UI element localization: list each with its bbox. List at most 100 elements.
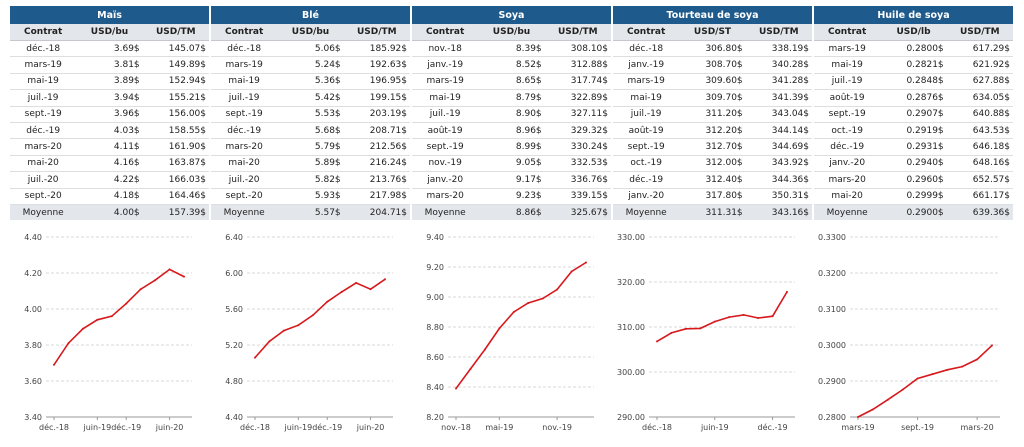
price-cell: 8.52$ [478, 56, 545, 74]
y-tick-label: 4.20 [24, 269, 42, 278]
table-row: oct.-19 0.2919$ 643.53$ [814, 122, 1013, 140]
column-header: Contrat [412, 24, 479, 41]
contract-cell: déc.-18 [613, 40, 680, 58]
panel-title: Blé [211, 6, 410, 24]
x-tick-label: juin-19 [284, 423, 313, 432]
data-point [857, 416, 859, 418]
data-point [916, 377, 919, 380]
price-cell: 155.21$ [142, 89, 209, 107]
x-tick-label: déc.-19 [111, 422, 141, 432]
table-row: déc.-18 5.06$ 185.92$ [211, 40, 410, 58]
contract-cell: janv.-19 [613, 56, 680, 74]
contract-cell: sept.-19 [10, 106, 77, 123]
contract-cell: mai-19 [211, 73, 278, 91]
price-table-mais: Maïs Contrat USD/bu USD/TM déc.-18 3.69$ 1… [10, 6, 209, 221]
contract-cell: mai-19 [814, 56, 881, 74]
price-cell: 3.81$ [76, 56, 143, 74]
contract-cell: déc.-19 [613, 171, 680, 189]
x-tick-label: déc.-19 [758, 422, 788, 432]
data-point [570, 270, 573, 273]
y-tick-label: 0.3100 [818, 305, 846, 314]
data-point [656, 340, 658, 343]
price-cell: 5.06$ [277, 40, 344, 58]
price-cell: 3.89$ [76, 73, 143, 91]
price-cell: 5.42$ [277, 89, 344, 107]
panel-title: Huile de soya [814, 6, 1013, 24]
data-point [384, 278, 386, 281]
panel-huile-de-soya: Huile de soya Contrat USD/lb USD/TM mars… [814, 6, 1013, 221]
table-row: janv.-20 9.17$ 336.76$ [412, 171, 611, 189]
price-cell: 4.22$ [76, 171, 143, 189]
table-row: déc.-18 306.80$ 338.19$ [613, 40, 812, 58]
contract-cell: janv.-19 [412, 56, 479, 74]
y-tick-label: 290.00 [617, 413, 645, 422]
price-cell: 327.11$ [544, 106, 611, 123]
price-table-tourteau-de-soya: Tourteau de soya Contrat USD/ST USD/TM d… [613, 6, 812, 221]
contract-cell: mars-19 [412, 73, 479, 91]
price-cell: 344.36$ [745, 171, 812, 189]
price-cell: 308.10$ [544, 40, 611, 58]
table-row: déc.-19 312.40$ 344.36$ [613, 171, 812, 189]
data-point [946, 368, 949, 371]
table-row: août-19 0.2876$ 634.05$ [814, 89, 1013, 107]
x-tick-label: sept.-19 [901, 423, 934, 432]
y-tick-label: 3.60 [24, 377, 42, 386]
table-row: janv.-20 0.2940$ 648.16$ [814, 155, 1013, 173]
x-tick-label: juin-19 [83, 423, 112, 432]
y-tick-label: 0.3200 [818, 269, 846, 278]
price-cell: 0.2800$ [880, 40, 947, 58]
table-row: sept.-19 8.99$ 330.24$ [412, 138, 611, 156]
table-row: sept.-20 4.18$ 164.46$ [10, 188, 209, 205]
average-value: 157.39$ [142, 204, 209, 221]
column-header: Contrat [211, 24, 278, 41]
table-row: sept.-19 312.70$ 344.69$ [613, 138, 812, 156]
data-point [901, 388, 904, 391]
table-row: juil.-19 311.20$ 343.04$ [613, 106, 812, 123]
contract-cell: mars-20 [814, 171, 881, 189]
y-tick-label: 0.2800 [818, 413, 846, 422]
price-cell: 350.31$ [745, 188, 812, 205]
price-cell: 312.40$ [679, 171, 746, 189]
table-row: mars-20 5.79$ 212.56$ [211, 138, 410, 156]
price-cell: 621.92$ [946, 56, 1013, 74]
contract-cell: mai-20 [814, 188, 881, 205]
table-row: mai-19 5.36$ 196.95$ [211, 73, 410, 91]
average-value: 639.36$ [946, 204, 1013, 221]
contract-cell: sept.-19 [613, 138, 680, 156]
data-point [871, 408, 874, 411]
data-point [757, 317, 760, 319]
data-point [81, 327, 84, 330]
column-header: USD/TM [343, 24, 410, 41]
column-header: USD/lb [880, 24, 947, 41]
x-tick-label: nov.-19 [542, 423, 572, 432]
price-cell: 309.70$ [679, 89, 746, 107]
contract-cell: mai-19 [10, 73, 77, 91]
y-tick-label: 6.40 [225, 233, 243, 242]
price-cell: 4.18$ [76, 188, 143, 205]
panel-soya: Soya Contrat USD/bu USD/TM nov.-18 8.39$ 3… [412, 6, 611, 221]
panel-tourteau-de-soya: Tourteau de soya Contrat USD/ST USD/TM d… [613, 6, 812, 221]
data-point [527, 302, 530, 304]
price-cell: 309.60$ [679, 73, 746, 91]
y-tick-label: 9.40 [426, 233, 444, 242]
contract-cell: août-19 [412, 122, 479, 140]
contract-cell: sept.-20 [10, 188, 77, 205]
price-cell: 152.94$ [142, 73, 209, 91]
average-value: 204.71$ [343, 204, 410, 221]
y-tick-label: 6.00 [225, 269, 243, 278]
price-cell: 145.07$ [142, 40, 209, 58]
data-point [125, 302, 128, 305]
data-point [728, 316, 731, 319]
price-cell: 341.39$ [745, 89, 812, 107]
table-row: sept.-19 5.53$ 203.19$ [211, 106, 410, 123]
price-cell: 343.04$ [745, 106, 812, 123]
price-cell: 652.57$ [946, 171, 1013, 189]
price-cell: 3.94$ [76, 89, 143, 107]
data-point [168, 268, 171, 271]
price-cell: 0.2931$ [880, 138, 947, 156]
table-row: juil.-19 8.90$ 327.11$ [412, 106, 611, 123]
price-cell: 329.32$ [544, 122, 611, 140]
price-cell: 158.55$ [142, 122, 209, 140]
